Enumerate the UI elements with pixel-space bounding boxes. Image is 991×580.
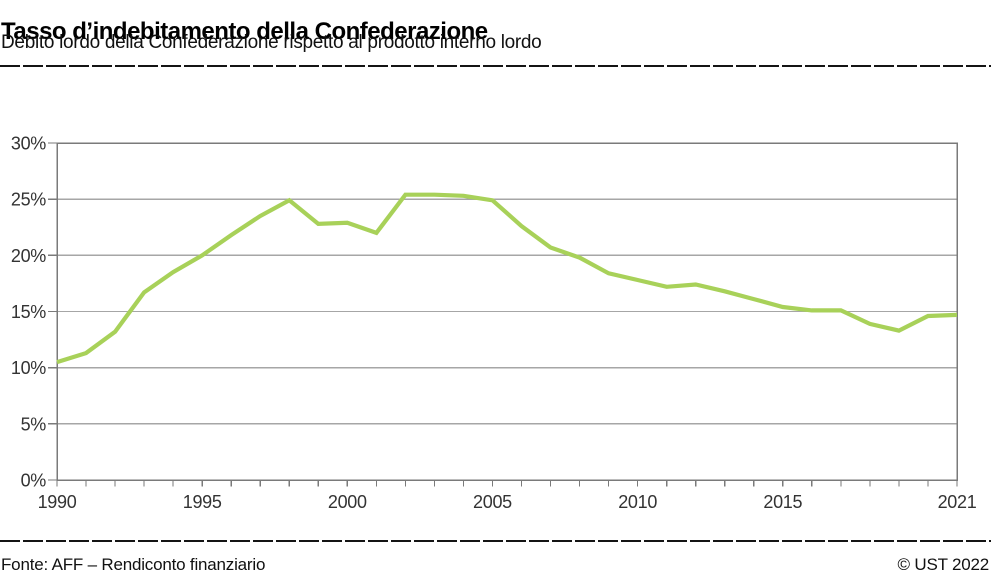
- page-subtitle: Debito lordo della Confederazione rispet…: [1, 32, 542, 53]
- x-tick-label: 1990: [38, 492, 77, 512]
- y-tick-label: 15%: [11, 302, 46, 322]
- x-tick-label: 2005: [473, 492, 512, 512]
- y-tick-label: 20%: [11, 246, 46, 266]
- chart-svg: 0% 5% 10% 15% 20% 25% 30% 1990 1995 2000 2005 2010 2…: [11, 134, 977, 513]
- y-tick-label: 10%: [11, 358, 46, 378]
- header-divider: [0, 65, 991, 67]
- copyright-note: © UST 2022: [897, 555, 990, 574]
- x-tick-label: 2021: [938, 492, 977, 512]
- footer-divider: [0, 540, 991, 542]
- y-tick-label: 25%: [11, 190, 46, 210]
- y-tick-label: 5%: [21, 414, 47, 434]
- debt-ratio-line: [56, 192, 958, 365]
- y-tick-label: 30%: [11, 134, 46, 154]
- source-note: Fonte: AFF – Rendiconto finanziario: [1, 555, 266, 574]
- footer: Fonte: AFF – Rendiconto finanziario © US…: [1, 555, 989, 575]
- x-tick-label: 1995: [183, 492, 222, 512]
- x-tick-label: 2000: [328, 492, 367, 512]
- page-title: Tasso d’indebitamento della Confederazio…: [1, 18, 488, 46]
- y-tick-label: 0%: [21, 471, 47, 491]
- x-tick-label: 2015: [763, 492, 802, 512]
- x-tick-label: 2010: [618, 492, 657, 512]
